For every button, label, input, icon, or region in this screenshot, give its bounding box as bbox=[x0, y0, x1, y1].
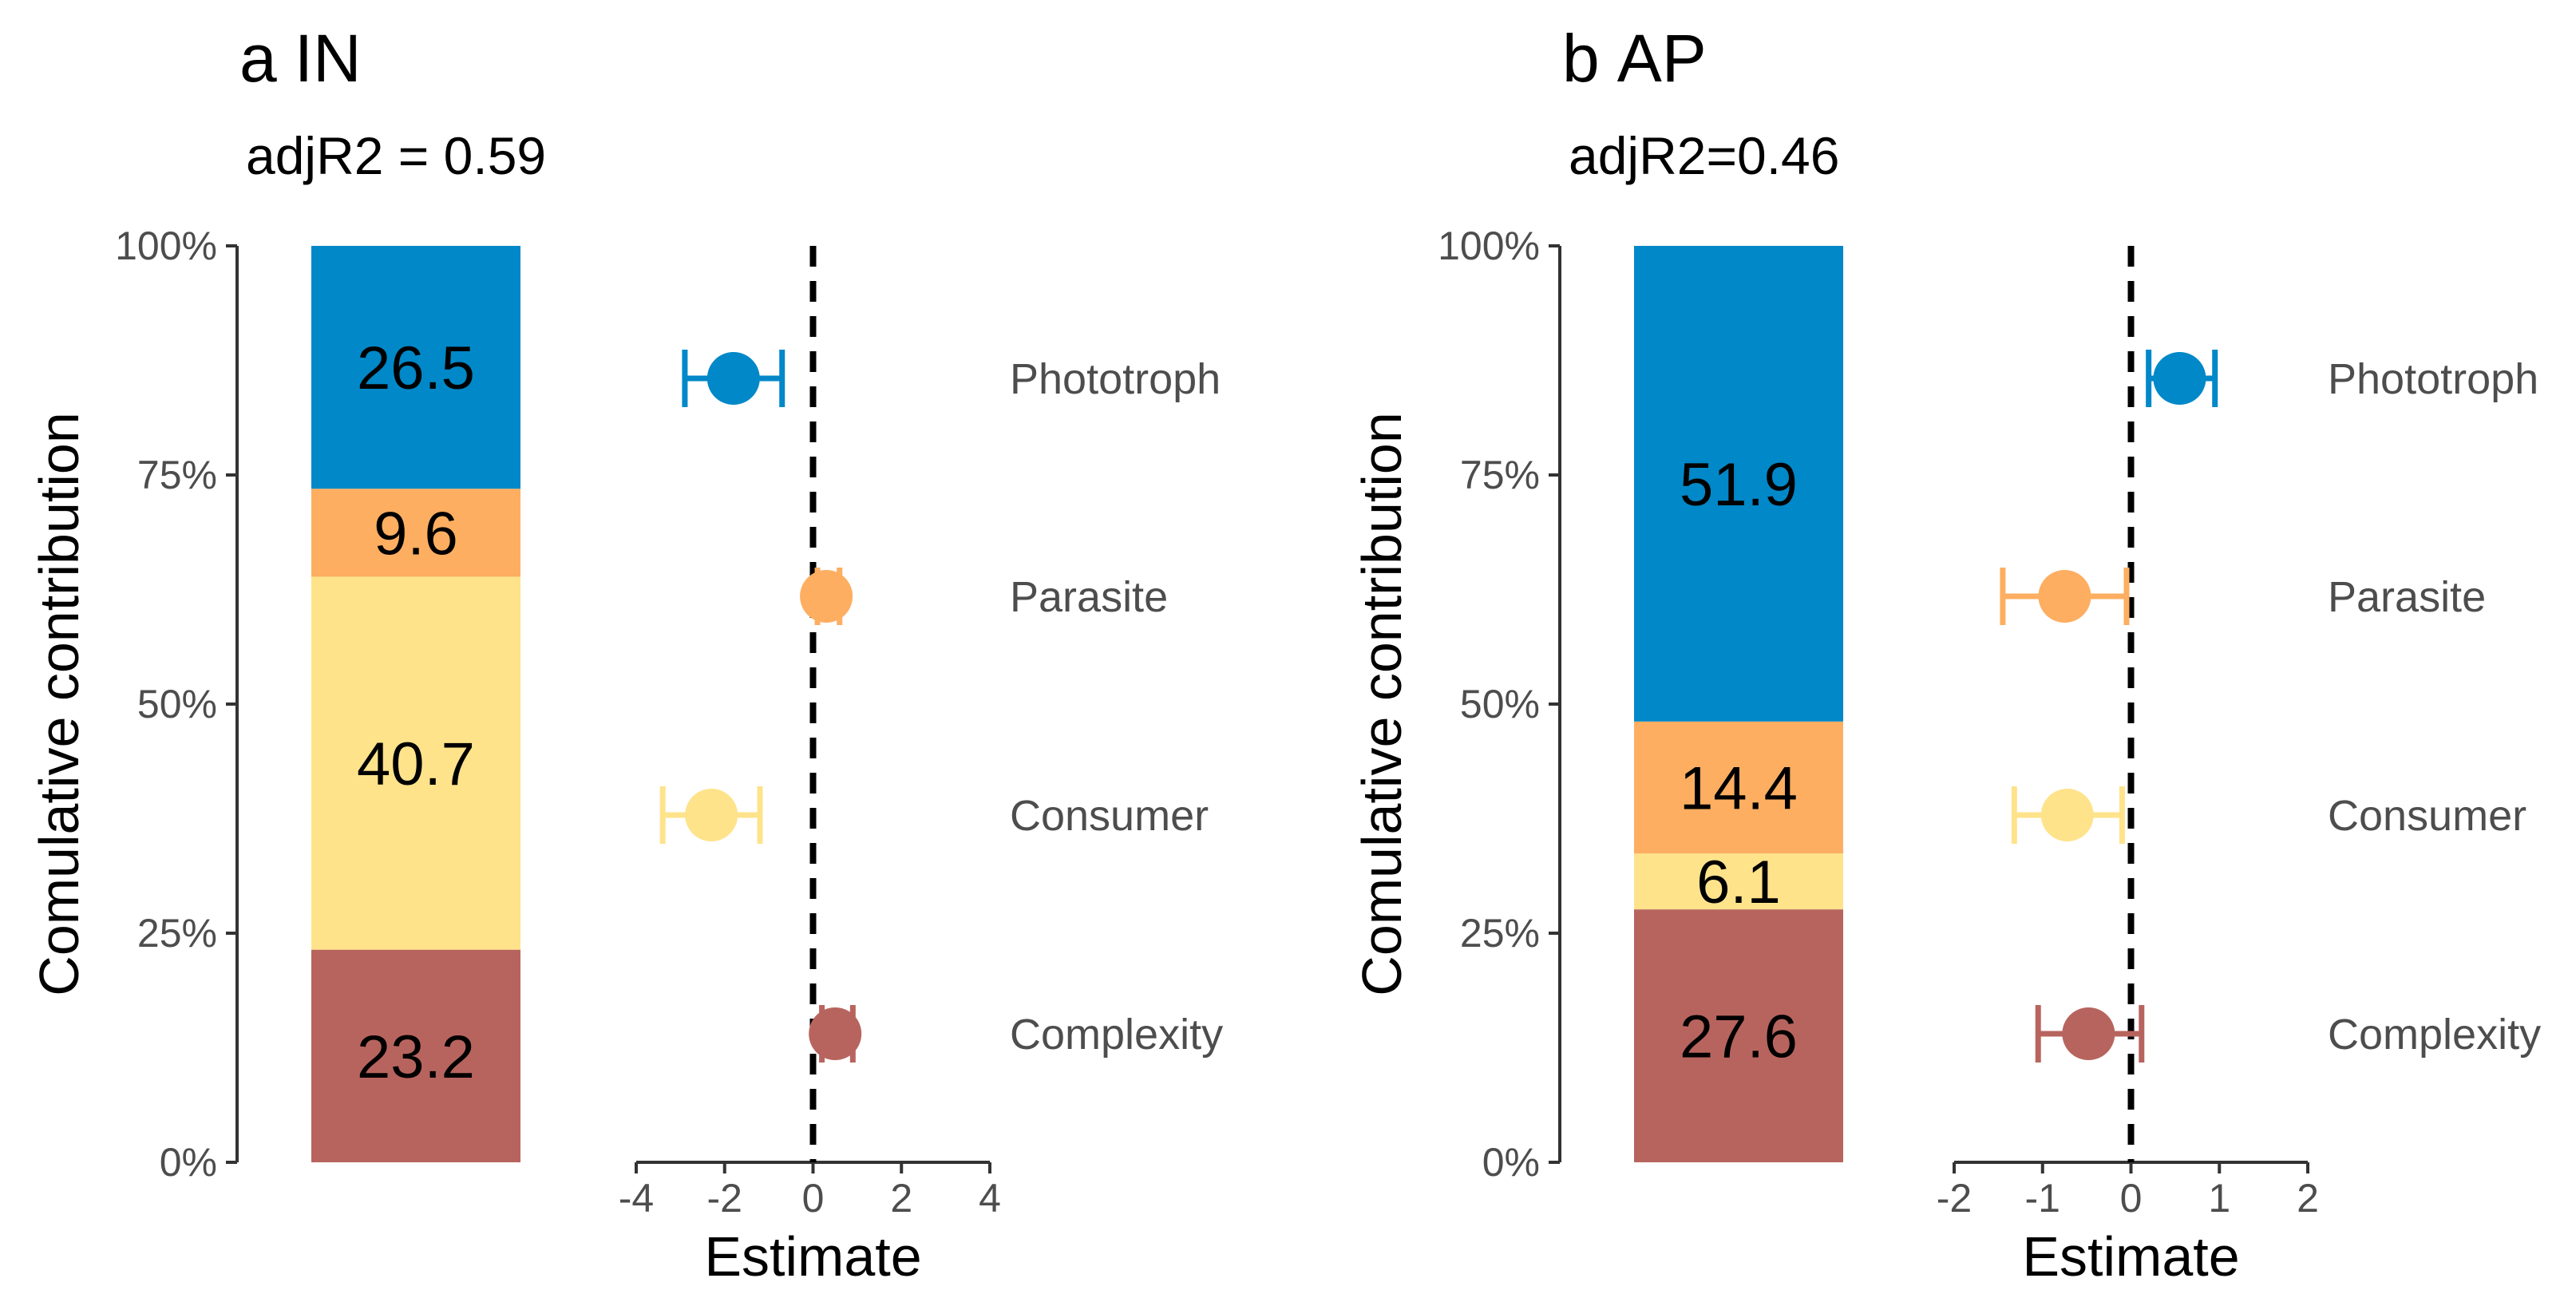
bar-segment-phototroph bbox=[1634, 246, 1843, 722]
category-label-phototroph: Phototroph bbox=[2328, 355, 2538, 403]
estimate-point-complexity bbox=[809, 1007, 862, 1060]
estimate-point-consumer bbox=[685, 789, 738, 841]
panel-letter: a bbox=[239, 21, 277, 96]
panel-name: AP bbox=[1617, 21, 1707, 96]
bar-segment-parasite bbox=[1634, 721, 1843, 854]
estimate-point-consumer bbox=[2040, 789, 2094, 841]
bar-label-parasite: 14.4 bbox=[1680, 754, 1798, 822]
x-tick-label: -2 bbox=[707, 1176, 742, 1221]
bar-segment-complexity bbox=[311, 949, 520, 1162]
category-label-complexity: Complexity bbox=[2328, 1011, 2541, 1059]
x-tick-label: -2 bbox=[1937, 1176, 1972, 1221]
y-tick-label: 100% bbox=[1438, 224, 1540, 268]
bar-segment-parasite bbox=[311, 489, 520, 577]
y-tick-label: 100% bbox=[115, 224, 217, 268]
x-tick-label: -4 bbox=[619, 1176, 654, 1221]
bar-label-complexity: 23.2 bbox=[357, 1023, 475, 1091]
panel-subtitle: adjR2 = 0.59 bbox=[246, 126, 546, 185]
x-axis-title: Estimate bbox=[704, 1225, 921, 1288]
y-axis-title: Comulative contribution bbox=[28, 412, 90, 995]
category-label-parasite: Parasite bbox=[1010, 573, 1168, 621]
panel-subtitle: adjR2=0.46 bbox=[1569, 126, 1839, 185]
category-label-phototroph: Phototroph bbox=[1010, 355, 1221, 403]
bar-label-complexity: 27.6 bbox=[1680, 1003, 1798, 1071]
panel-name: IN bbox=[295, 21, 362, 96]
y-tick-label: 25% bbox=[137, 911, 217, 956]
estimate-point-phototroph bbox=[2153, 352, 2206, 405]
bar-label-parasite: 9.6 bbox=[374, 500, 458, 568]
x-tick-label: 2 bbox=[2297, 1176, 2319, 1221]
estimate-point-complexity bbox=[2062, 1007, 2115, 1060]
category-label-complexity: Complexity bbox=[1010, 1011, 1223, 1059]
x-tick-label: 4 bbox=[979, 1176, 1001, 1221]
bar-label-phototroph: 51.9 bbox=[1680, 451, 1798, 519]
bar-segment-complexity bbox=[1634, 909, 1843, 1162]
bar-segment-phototroph bbox=[311, 246, 520, 489]
bar-segment-consumer bbox=[311, 576, 520, 950]
x-tick-label: 0 bbox=[802, 1176, 825, 1221]
y-tick-label: 0% bbox=[160, 1140, 217, 1185]
estimate-point-phototroph bbox=[706, 352, 760, 405]
x-tick-label: 2 bbox=[890, 1176, 912, 1221]
panel-title: b AP bbox=[1562, 21, 1707, 96]
x-tick-label: -1 bbox=[2025, 1176, 2060, 1221]
x-axis-title: Estimate bbox=[2022, 1225, 2239, 1288]
estimate-point-parasite bbox=[2038, 570, 2091, 623]
panel-letter: b bbox=[1562, 21, 1600, 96]
estimate-point-parasite bbox=[800, 570, 853, 623]
category-label-consumer: Consumer bbox=[2328, 792, 2527, 840]
y-tick-label: 50% bbox=[137, 682, 217, 726]
y-tick-label: 25% bbox=[1460, 911, 1540, 956]
category-label-consumer: Consumer bbox=[1010, 792, 1209, 840]
y-axis-title: Comulative contribution bbox=[1351, 412, 1413, 995]
category-label-parasite: Parasite bbox=[2328, 573, 2486, 621]
bar-label-phototroph: 26.5 bbox=[357, 334, 475, 402]
y-tick-label: 0% bbox=[1482, 1140, 1540, 1185]
x-tick-label: 1 bbox=[2208, 1176, 2230, 1221]
y-tick-label: 50% bbox=[1460, 682, 1540, 726]
bar-segment-consumer bbox=[1634, 853, 1843, 910]
bar-label-consumer: 40.7 bbox=[357, 730, 475, 798]
panel-a: a IN adjR2 = 0.59 0% 25% 50% 75% 100% Comulative… bbox=[28, 21, 1223, 1288]
bar-label-consumer: 6.1 bbox=[1696, 849, 1781, 916]
panel-b: b AP adjR2=0.46 0% 25% 50% 75% 100% Comulative c… bbox=[1351, 21, 2541, 1288]
x-tick-label: 0 bbox=[2120, 1176, 2143, 1221]
y-tick-label: 75% bbox=[1460, 453, 1540, 497]
panel-title: a IN bbox=[239, 21, 362, 96]
y-tick-label: 75% bbox=[137, 453, 217, 497]
